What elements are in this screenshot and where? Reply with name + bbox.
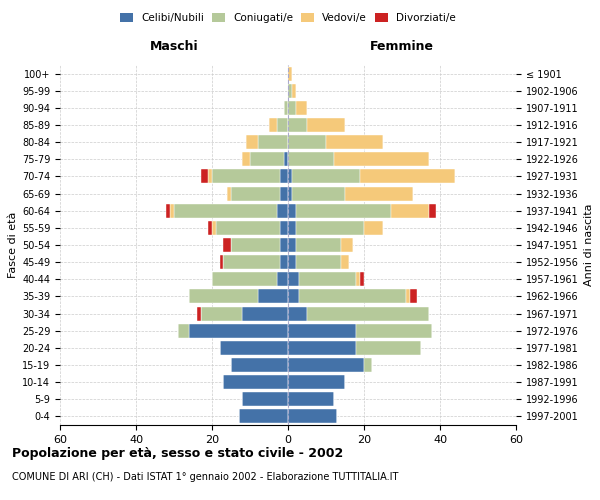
- Bar: [364, 358, 371, 372]
- Bar: [288, 170, 292, 183]
- Bar: [299, 272, 356, 286]
- Y-axis label: Anni di nascita: Anni di nascita: [584, 204, 594, 286]
- Bar: [288, 238, 296, 252]
- Text: Femmine: Femmine: [370, 40, 434, 53]
- Bar: [277, 272, 288, 286]
- Bar: [307, 118, 345, 132]
- Bar: [334, 152, 428, 166]
- Bar: [197, 306, 200, 320]
- Bar: [288, 152, 334, 166]
- Bar: [288, 306, 307, 320]
- Bar: [428, 204, 436, 218]
- Bar: [345, 186, 413, 200]
- Bar: [246, 135, 257, 149]
- Bar: [356, 324, 433, 338]
- Bar: [288, 118, 307, 132]
- Bar: [284, 101, 288, 115]
- Bar: [220, 341, 288, 355]
- Bar: [299, 290, 406, 304]
- Text: Maschi: Maschi: [149, 40, 199, 53]
- Bar: [174, 204, 277, 218]
- Bar: [360, 272, 364, 286]
- Bar: [239, 410, 288, 424]
- Bar: [216, 221, 280, 235]
- Bar: [242, 152, 250, 166]
- Bar: [288, 135, 326, 149]
- Bar: [166, 204, 170, 218]
- Bar: [208, 221, 212, 235]
- Bar: [288, 410, 337, 424]
- Bar: [288, 375, 345, 389]
- Bar: [269, 118, 277, 132]
- Bar: [277, 118, 288, 132]
- Bar: [231, 238, 280, 252]
- Bar: [341, 238, 353, 252]
- Bar: [284, 152, 288, 166]
- Bar: [257, 135, 288, 149]
- Bar: [280, 221, 288, 235]
- Bar: [212, 272, 277, 286]
- Bar: [223, 255, 280, 269]
- Bar: [341, 255, 349, 269]
- Bar: [391, 204, 428, 218]
- Bar: [296, 221, 364, 235]
- Bar: [231, 358, 288, 372]
- Bar: [296, 101, 307, 115]
- Bar: [257, 290, 288, 304]
- Bar: [288, 341, 356, 355]
- Bar: [288, 272, 299, 286]
- Bar: [189, 324, 288, 338]
- Bar: [280, 170, 288, 183]
- Bar: [170, 204, 174, 218]
- Text: Popolazione per età, sesso e stato civile - 2002: Popolazione per età, sesso e stato civil…: [12, 448, 343, 460]
- Bar: [227, 186, 231, 200]
- Legend: Celibi/Nubili, Coniugati/e, Vedovi/e, Divorziati/e: Celibi/Nubili, Coniugati/e, Vedovi/e, Di…: [116, 9, 460, 28]
- Bar: [280, 186, 288, 200]
- Bar: [296, 204, 391, 218]
- Bar: [288, 66, 292, 80]
- Bar: [212, 221, 216, 235]
- Bar: [288, 324, 356, 338]
- Bar: [356, 341, 421, 355]
- Bar: [296, 238, 341, 252]
- Bar: [292, 170, 360, 183]
- Bar: [288, 221, 296, 235]
- Bar: [220, 255, 223, 269]
- Bar: [288, 186, 292, 200]
- Bar: [231, 186, 280, 200]
- Bar: [292, 84, 296, 98]
- Bar: [406, 290, 410, 304]
- Bar: [189, 290, 257, 304]
- Bar: [277, 204, 288, 218]
- Bar: [296, 255, 341, 269]
- Bar: [326, 135, 383, 149]
- Bar: [288, 255, 296, 269]
- Bar: [178, 324, 189, 338]
- Bar: [288, 84, 292, 98]
- Bar: [288, 392, 334, 406]
- Bar: [242, 306, 288, 320]
- Bar: [200, 306, 242, 320]
- Bar: [288, 204, 296, 218]
- Bar: [307, 306, 428, 320]
- Bar: [288, 358, 364, 372]
- Bar: [223, 375, 288, 389]
- Bar: [223, 238, 231, 252]
- Y-axis label: Fasce di età: Fasce di età: [8, 212, 18, 278]
- Bar: [288, 101, 296, 115]
- Bar: [410, 290, 417, 304]
- Bar: [356, 272, 360, 286]
- Bar: [200, 170, 208, 183]
- Bar: [208, 170, 212, 183]
- Bar: [280, 255, 288, 269]
- Bar: [250, 152, 284, 166]
- Text: COMUNE DI ARI (CH) - Dati ISTAT 1° gennaio 2002 - Elaborazione TUTTITALIA.IT: COMUNE DI ARI (CH) - Dati ISTAT 1° genna…: [12, 472, 398, 482]
- Bar: [212, 170, 280, 183]
- Bar: [242, 392, 288, 406]
- Bar: [288, 290, 299, 304]
- Bar: [364, 221, 383, 235]
- Bar: [360, 170, 455, 183]
- Bar: [280, 238, 288, 252]
- Bar: [292, 186, 345, 200]
